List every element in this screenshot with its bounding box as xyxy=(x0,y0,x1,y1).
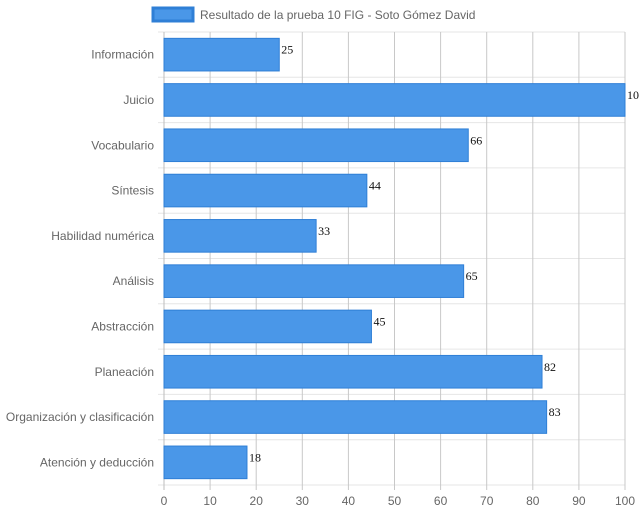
x-tick-label: 50 xyxy=(388,494,402,508)
x-tick-label: 70 xyxy=(480,494,494,508)
bar[interactable] xyxy=(163,128,469,163)
x-tick-label: 20 xyxy=(250,494,264,508)
bar[interactable] xyxy=(163,400,548,434)
x-tick-label: 30 xyxy=(296,494,310,508)
category-label: Juicio xyxy=(123,93,154,107)
x-tick-label: 90 xyxy=(572,494,586,508)
category-label: Análisis xyxy=(113,274,154,288)
x-tick-label: 0 xyxy=(161,494,168,508)
x-tick-label: 100 xyxy=(615,494,635,508)
data-label: 82 xyxy=(544,360,556,374)
category-label: Información xyxy=(91,48,154,62)
data-label: 25 xyxy=(281,43,293,57)
data-label: 66 xyxy=(470,133,482,147)
bars-layer xyxy=(163,37,626,480)
x-tick-label: 80 xyxy=(526,494,540,508)
bar[interactable] xyxy=(163,83,626,117)
bar[interactable] xyxy=(163,264,465,298)
bar[interactable] xyxy=(163,219,317,253)
data-label: 83 xyxy=(549,405,561,419)
bar[interactable] xyxy=(163,37,280,72)
category-label: Habilidad numérica xyxy=(51,229,154,243)
legend[interactable]: Resultado de la prueba 10 FIG - Soto Góm… xyxy=(151,6,475,23)
data-label: 44 xyxy=(369,179,381,193)
legend-label[interactable]: Resultado de la prueba 10 FIG - Soto Góm… xyxy=(200,8,475,22)
category-label: Atención y deducción xyxy=(40,455,154,469)
bar[interactable] xyxy=(163,354,543,389)
data-label: 45 xyxy=(373,314,385,328)
data-label: 65 xyxy=(466,269,478,283)
x-tick-label: 40 xyxy=(342,494,356,508)
category-label: Vocabulario xyxy=(91,138,154,152)
bar[interactable] xyxy=(163,445,248,480)
category-label: Abstracción xyxy=(91,319,154,333)
x-tick-label: 60 xyxy=(434,494,448,508)
data-label: 33 xyxy=(318,224,330,238)
category-label: Organización y clasificación xyxy=(6,410,154,424)
data-label: 100 xyxy=(627,88,639,102)
legend-swatch[interactable] xyxy=(151,6,195,23)
category-label: Planeación xyxy=(95,365,154,379)
bar[interactable] xyxy=(163,309,372,344)
labels-layer: 0 10 20 30 40 50 60 70 80 90 100 Información 25 Juici… xyxy=(6,43,639,508)
x-tick-label: 10 xyxy=(203,494,217,508)
bar[interactable] xyxy=(163,173,368,208)
category-label: Síntesis xyxy=(111,184,154,198)
data-label: 18 xyxy=(249,450,261,464)
